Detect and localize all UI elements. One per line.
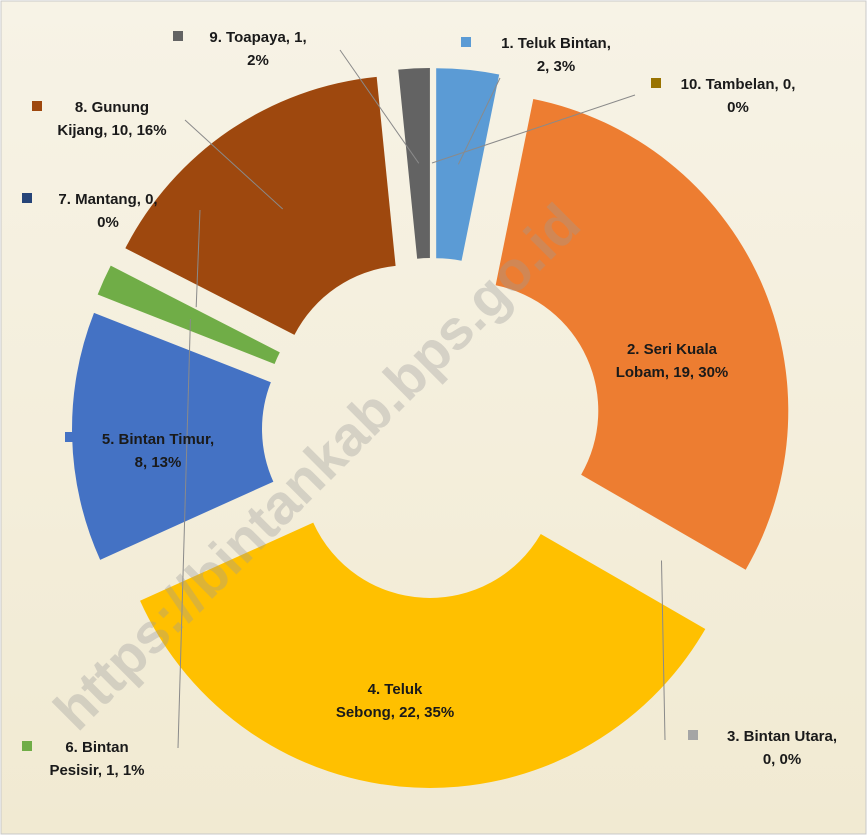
data-label: 9. Toapaya, 1, bbox=[209, 29, 306, 46]
leader-line bbox=[195, 209, 201, 308]
leader-line bbox=[184, 119, 284, 210]
data-label: Sebong, 22, 35% bbox=[336, 704, 454, 721]
data-label: Pesisir, 1, 1% bbox=[49, 762, 144, 779]
data-label: 0% bbox=[727, 99, 749, 116]
slice bbox=[398, 68, 430, 259]
slices bbox=[72, 68, 789, 788]
data-label: 7. Mantang, 0, bbox=[58, 191, 157, 208]
data-label: 0, 0% bbox=[763, 751, 801, 768]
label-marker bbox=[22, 193, 32, 203]
slice bbox=[111, 263, 281, 351]
data-label: 2, 3% bbox=[537, 58, 575, 75]
label-marker bbox=[32, 101, 42, 111]
leader-lines bbox=[177, 49, 666, 749]
data-label: 3. Bintan Utara, bbox=[727, 728, 837, 745]
label-marker bbox=[688, 730, 698, 740]
data-label: 2. Seri Kuala bbox=[627, 341, 718, 358]
slice bbox=[495, 99, 789, 570]
slice bbox=[125, 76, 396, 335]
labels: 1. Teluk Bintan, 2, 3% 2. Seri Kuala Lobam,… bbox=[22, 29, 837, 779]
leader-line bbox=[457, 77, 501, 165]
data-label: 5. Bintan Timur, bbox=[102, 431, 214, 448]
data-label: 10. Tambelan, 0, bbox=[681, 76, 796, 93]
data-label: 8. Gunung bbox=[75, 99, 149, 116]
slice bbox=[140, 522, 706, 788]
label-marker bbox=[461, 37, 471, 47]
slice bbox=[97, 265, 280, 364]
data-label: 8, 13% bbox=[135, 454, 182, 471]
label-marker bbox=[651, 78, 661, 88]
data-label: 4. Teluk bbox=[368, 681, 423, 698]
leader-line bbox=[339, 49, 420, 164]
data-label: 0% bbox=[97, 214, 119, 231]
label-marker bbox=[65, 432, 75, 442]
leader-line bbox=[177, 318, 191, 749]
data-label: 1. Teluk Bintan, bbox=[501, 35, 611, 52]
label-marker bbox=[22, 741, 32, 751]
data-label: 6. Bintan bbox=[65, 739, 128, 756]
data-label: Lobam, 19, 30% bbox=[616, 364, 729, 381]
data-label: 2% bbox=[247, 52, 269, 69]
leader-line bbox=[431, 94, 636, 164]
label-marker bbox=[173, 31, 183, 41]
slice bbox=[72, 312, 274, 560]
slice bbox=[436, 68, 500, 261]
data-label: Kijang, 10, 16% bbox=[57, 122, 166, 139]
leader-line bbox=[660, 560, 666, 741]
